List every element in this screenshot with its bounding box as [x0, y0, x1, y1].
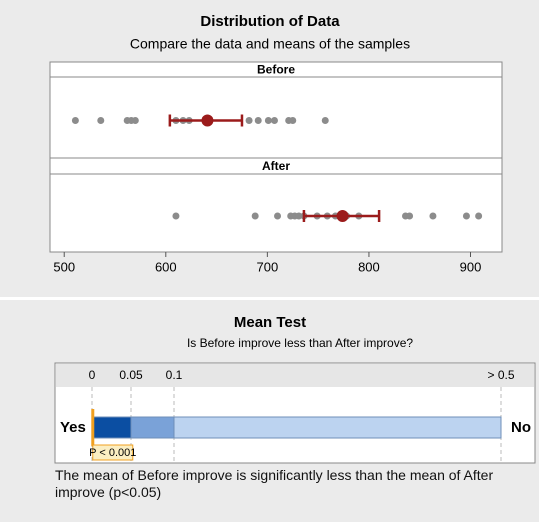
x-tick-label: 500: [53, 259, 75, 274]
data-point: [264, 117, 272, 124]
x-tick-label: 800: [358, 259, 380, 274]
scale-tick-label: 0.05: [119, 368, 143, 382]
yes-label: Yes: [60, 419, 86, 436]
data-point: [274, 212, 282, 220]
p-value-label: P < 0.001: [89, 447, 136, 459]
data-point: [289, 117, 297, 124]
chart-subtitle: Compare the data and means of the sample…: [130, 36, 410, 52]
plot-area: [49, 61, 503, 253]
scale-segment: [91, 416, 132, 439]
data-point: [97, 117, 105, 124]
data-point: [462, 212, 470, 220]
data-point: [321, 117, 329, 124]
data-point: [295, 212, 303, 220]
scale-tick-label: 0.1: [166, 368, 183, 382]
p-value-box: [92, 444, 134, 461]
x-tick-label: 600: [155, 259, 177, 274]
data-point: [245, 117, 253, 124]
scale-segment: [173, 416, 502, 439]
facet-strip: [49, 157, 503, 175]
chart-title: Distribution of Data: [200, 13, 340, 30]
no-label: No: [511, 419, 531, 436]
facet-label: After: [262, 159, 290, 173]
data-point: [71, 117, 79, 124]
conclusion: The mean of Before improve is significan…: [55, 467, 494, 500]
data-point: [270, 117, 278, 124]
mean-point: [336, 210, 349, 222]
data-point: [475, 212, 483, 220]
data-point: [251, 212, 259, 220]
data-point: [429, 212, 437, 220]
test-title: Mean Test: [234, 314, 306, 331]
test-subtitle: Is Before improve less than After improv…: [187, 336, 413, 350]
scale-tick-label: > 0.5: [487, 368, 514, 382]
data-point: [172, 212, 180, 220]
data-point: [406, 212, 414, 220]
facet-strip: [49, 61, 503, 78]
x-tick-label: 700: [257, 259, 279, 274]
facet-label: Before: [257, 63, 295, 77]
scale-segment: [130, 416, 175, 439]
x-tick-label: 900: [460, 259, 482, 274]
scale-strip: [56, 364, 534, 387]
mean-point: [201, 114, 214, 127]
data-point: [254, 117, 262, 124]
scale-tick-label: 0: [89, 368, 96, 382]
data-point: [131, 117, 139, 124]
